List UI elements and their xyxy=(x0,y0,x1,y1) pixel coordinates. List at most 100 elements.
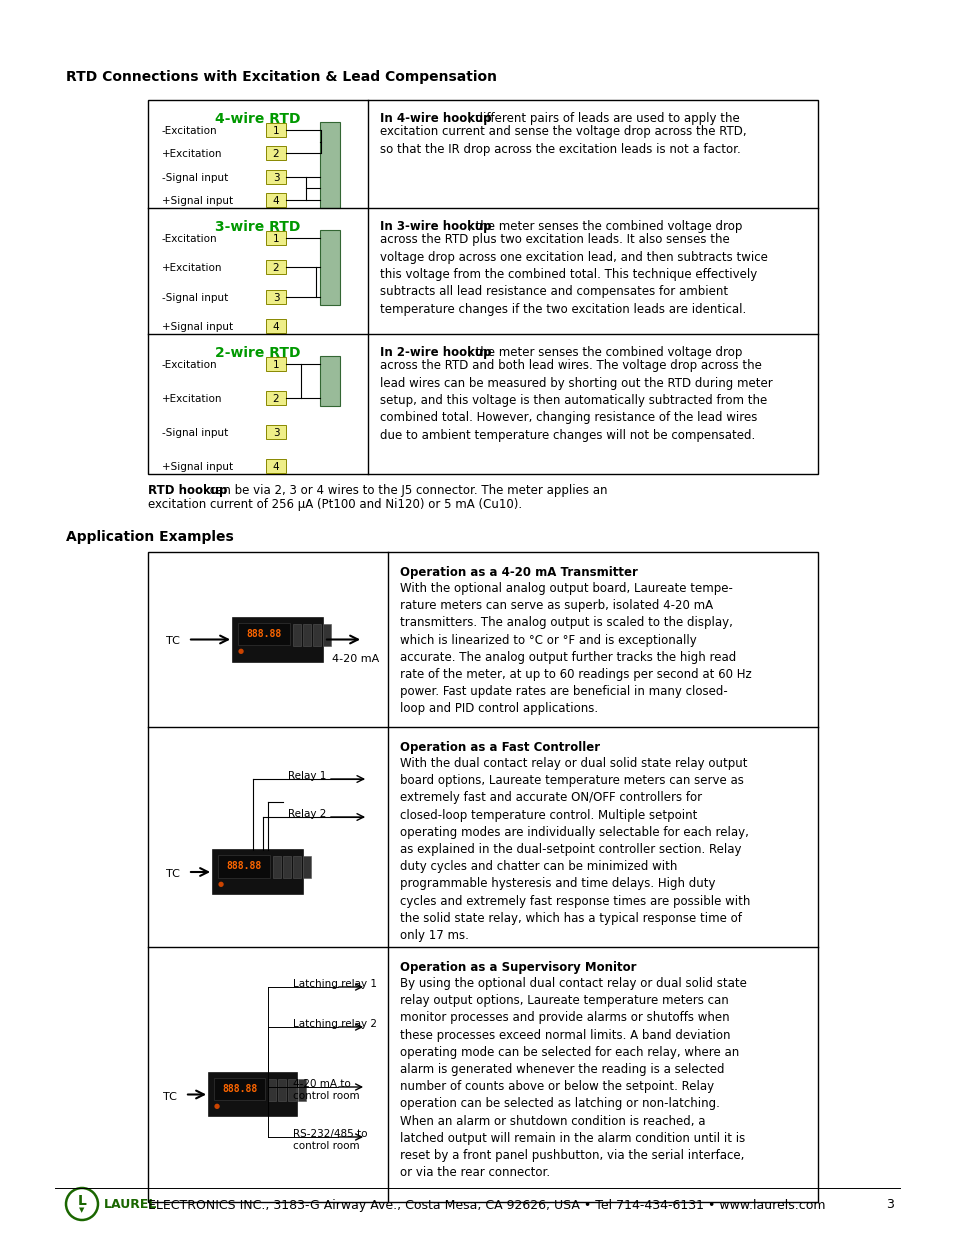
Bar xyxy=(213,1078,265,1100)
Bar xyxy=(148,100,817,474)
Bar xyxy=(266,425,286,438)
Bar xyxy=(266,261,286,274)
Text: ●: ● xyxy=(213,1103,220,1109)
Text: 888.88: 888.88 xyxy=(222,1084,257,1094)
Text: RTD hookup: RTD hookup xyxy=(148,484,227,496)
Bar xyxy=(266,391,286,405)
Bar xyxy=(266,193,286,207)
Text: Operation as a 4-20 mA Transmitter: Operation as a 4-20 mA Transmitter xyxy=(399,566,638,579)
Text: LAUREL: LAUREL xyxy=(104,1198,157,1212)
Bar xyxy=(266,169,286,184)
Text: 4: 4 xyxy=(273,196,279,206)
Text: 888.88: 888.88 xyxy=(246,629,281,638)
Bar xyxy=(266,357,286,370)
Text: 4: 4 xyxy=(273,462,279,472)
Text: 3: 3 xyxy=(273,293,279,303)
Text: By using the optional dual contact relay or dual solid state
relay output option: By using the optional dual contact relay… xyxy=(399,977,746,1179)
Text: 1: 1 xyxy=(273,233,279,245)
Text: 2: 2 xyxy=(273,263,279,273)
Text: , the meter senses the combined voltage drop: , the meter senses the combined voltage … xyxy=(468,346,741,359)
Text: 4-20 mA: 4-20 mA xyxy=(332,653,379,663)
Text: +Excitation: +Excitation xyxy=(162,263,222,273)
Text: , the meter senses the combined voltage drop: , the meter senses the combined voltage … xyxy=(468,220,741,233)
Text: TC: TC xyxy=(166,636,180,646)
Text: +Signal input: +Signal input xyxy=(162,322,233,332)
Text: +Excitation: +Excitation xyxy=(162,149,222,159)
Text: In 4-wire hookup: In 4-wire hookup xyxy=(379,112,491,125)
Text: excitation current and sense the voltage drop across the RTD,
so that the IR dro: excitation current and sense the voltage… xyxy=(379,125,746,156)
Text: With the optional analog output board, Laureate tempe-
rature meters can serve a: With the optional analog output board, L… xyxy=(399,582,751,715)
Bar xyxy=(273,856,281,878)
Text: Application Examples: Application Examples xyxy=(66,530,233,543)
Text: +Signal input: +Signal input xyxy=(162,196,233,206)
Text: 2-wire RTD: 2-wire RTD xyxy=(215,346,300,359)
Bar xyxy=(288,1079,295,1100)
Bar xyxy=(303,856,311,878)
Text: RS-232/485 to: RS-232/485 to xyxy=(293,1129,367,1139)
Text: TC: TC xyxy=(166,869,180,879)
Text: Relay 1: Relay 1 xyxy=(288,771,326,781)
Text: ▼: ▼ xyxy=(79,1207,85,1213)
Text: -Signal input: -Signal input xyxy=(162,429,228,438)
Text: L: L xyxy=(77,1194,87,1208)
Text: , different pairs of leads are used to apply the: , different pairs of leads are used to a… xyxy=(468,112,739,125)
Text: +Excitation: +Excitation xyxy=(162,394,222,404)
Bar xyxy=(213,850,303,894)
Bar xyxy=(266,290,286,304)
Text: across the RTD and both lead wires. The voltage drop across the
lead wires can b: across the RTD and both lead wires. The … xyxy=(379,359,772,442)
Bar xyxy=(268,1079,275,1100)
Text: excitation current of 256 μA (Pt100 and Ni120) or 5 mA (Cu10).: excitation current of 256 μA (Pt100 and … xyxy=(148,498,521,511)
Bar xyxy=(313,624,321,646)
Text: 1: 1 xyxy=(273,359,279,370)
Bar xyxy=(266,124,286,137)
Text: In 3-wire hookup: In 3-wire hookup xyxy=(379,220,491,233)
Bar xyxy=(319,230,339,305)
Text: -Excitation: -Excitation xyxy=(162,233,217,245)
Text: Latching relay 2: Latching relay 2 xyxy=(293,1019,376,1029)
Text: Latching relay 1: Latching relay 1 xyxy=(293,979,376,989)
Text: 3: 3 xyxy=(885,1198,893,1212)
Bar xyxy=(266,231,286,245)
Text: 3: 3 xyxy=(273,429,279,438)
Text: With the dual contact relay or dual solid state relay output
board options, Laur: With the dual contact relay or dual soli… xyxy=(399,757,750,942)
Text: 3: 3 xyxy=(273,173,279,183)
Text: RTD Connections with Excitation & Lead Compensation: RTD Connections with Excitation & Lead C… xyxy=(66,70,497,84)
Bar xyxy=(209,1073,296,1116)
Bar xyxy=(266,319,286,333)
Text: control room: control room xyxy=(293,1091,359,1100)
Bar xyxy=(233,618,323,662)
Text: -Signal input: -Signal input xyxy=(162,173,228,183)
Bar xyxy=(297,1079,306,1100)
Bar xyxy=(283,856,291,878)
Text: ●: ● xyxy=(237,648,244,655)
Bar xyxy=(277,1079,286,1100)
Text: 2: 2 xyxy=(273,149,279,159)
Text: across the RTD plus two excitation leads. It also senses the
voltage drop across: across the RTD plus two excitation leads… xyxy=(379,233,767,316)
Bar xyxy=(303,624,311,646)
Text: ●: ● xyxy=(218,881,224,887)
Text: -Excitation: -Excitation xyxy=(162,126,217,136)
Bar xyxy=(237,622,290,646)
Text: 4: 4 xyxy=(273,322,279,332)
Text: -Signal input: -Signal input xyxy=(162,293,228,303)
Text: ELECTRONICS INC., 3183-G Airway Ave., Costa Mesa, CA 92626, USA • Tel 714-434-61: ELECTRONICS INC., 3183-G Airway Ave., Co… xyxy=(144,1198,824,1212)
Text: Operation as a Fast Controller: Operation as a Fast Controller xyxy=(399,741,599,755)
Bar xyxy=(319,121,339,209)
Bar xyxy=(323,624,331,646)
Text: control room: control room xyxy=(293,1141,359,1151)
Text: 4-20 mA to: 4-20 mA to xyxy=(293,1079,351,1089)
Text: 4-wire RTD: 4-wire RTD xyxy=(215,112,300,126)
Text: -Excitation: -Excitation xyxy=(162,359,217,370)
Bar xyxy=(266,146,286,161)
Text: TC: TC xyxy=(163,1092,176,1102)
Text: 2: 2 xyxy=(273,394,279,404)
Bar xyxy=(148,552,817,1202)
Text: can be via 2, 3 or 4 wires to the J5 connector. The meter applies an: can be via 2, 3 or 4 wires to the J5 con… xyxy=(206,484,607,496)
Bar xyxy=(218,855,270,878)
Text: Operation as a Supervisory Monitor: Operation as a Supervisory Monitor xyxy=(399,961,636,974)
Text: 1: 1 xyxy=(273,126,279,136)
Bar xyxy=(293,856,301,878)
Text: 3-wire RTD: 3-wire RTD xyxy=(215,220,300,233)
Text: +Signal input: +Signal input xyxy=(162,462,233,472)
Text: Relay 2: Relay 2 xyxy=(288,809,326,819)
